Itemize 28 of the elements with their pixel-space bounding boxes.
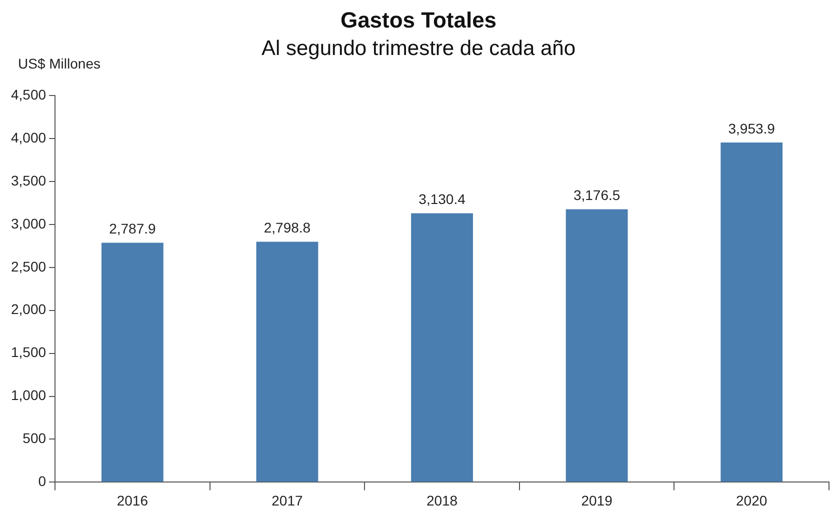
x-tick-label: 2020 bbox=[736, 492, 768, 508]
x-tick-label: 2019 bbox=[581, 492, 613, 508]
chart-title: Gastos Totales bbox=[340, 7, 497, 32]
y-tick-label: 2,000 bbox=[10, 301, 46, 318]
y-tick-label: 3,000 bbox=[10, 215, 46, 232]
bar bbox=[101, 242, 164, 482]
bar bbox=[720, 142, 783, 482]
data-label: 3,130.4 bbox=[418, 191, 466, 208]
y-tick-label: 4,500 bbox=[10, 86, 46, 102]
x-tick-label: 2018 bbox=[426, 492, 458, 508]
data-label: 2,787.9 bbox=[109, 220, 156, 237]
x-tick-label: 2017 bbox=[272, 492, 304, 508]
y-tick-label: 4,000 bbox=[10, 129, 46, 146]
chart-subtitle: Al segundo trimestre de cada año bbox=[261, 36, 576, 60]
bar bbox=[256, 242, 318, 482]
y-tick-label: 2,500 bbox=[10, 258, 46, 274]
bar bbox=[411, 213, 473, 482]
y-tick-label: 3,500 bbox=[10, 172, 46, 188]
y-tick-label: 500 bbox=[22, 430, 46, 446]
data-label: 3,176.5 bbox=[573, 187, 620, 204]
data-label: 2,798.8 bbox=[264, 220, 311, 236]
bar bbox=[566, 209, 628, 482]
y-tick-label: 0 bbox=[38, 473, 46, 490]
x-tick-label: 2016 bbox=[116, 492, 148, 508]
y-tick-label: 1,000 bbox=[10, 387, 46, 404]
y-tick-label: 1,500 bbox=[10, 344, 46, 360]
y-axis-title: US$ Millones bbox=[18, 55, 100, 72]
data-label: 3,953.9 bbox=[728, 120, 776, 136]
